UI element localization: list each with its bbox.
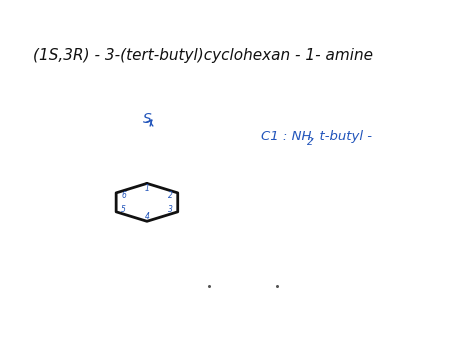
Text: 3: 3 [168,205,173,214]
Text: 1: 1 [145,184,149,193]
Text: C1 : NH: C1 : NH [261,130,311,143]
Text: 2: 2 [168,191,173,200]
Text: 2: 2 [307,137,313,147]
Text: S: S [143,112,151,126]
Text: 6: 6 [121,191,126,200]
Text: 4: 4 [145,212,149,221]
Text: (1S,3R) - 3-(tert-butyl)cyclohexan - 1- amine: (1S,3R) - 3-(tert-butyl)cyclohexan - 1- … [33,48,373,62]
Text: , t-butyl -: , t-butyl - [311,130,373,143]
Text: 5: 5 [121,205,126,214]
